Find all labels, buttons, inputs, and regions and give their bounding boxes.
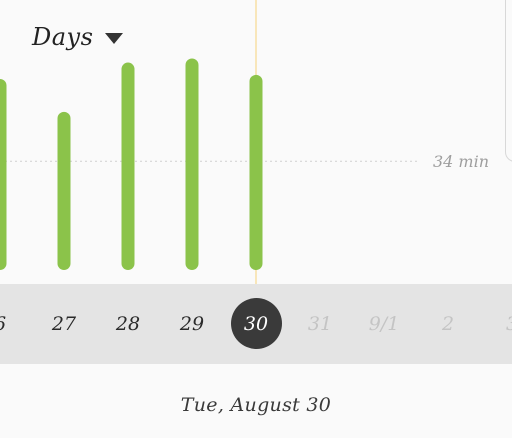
date-item-27[interactable]: 27 — [51, 313, 77, 335]
caret-down-icon — [105, 32, 124, 44]
date-item-3[interactable]: 3 — [484, 284, 512, 364]
period-selector[interactable]: Days — [32, 20, 124, 54]
date-item-2[interactable]: 2 — [441, 313, 455, 335]
date-item-9-1[interactable]: 9/1 — [368, 313, 400, 335]
date-item-28[interactable]: 28 — [115, 313, 141, 335]
reference-line-label: 34 min — [433, 152, 489, 171]
bar-26[interactable] — [0, 79, 7, 270]
period-label: Days — [32, 23, 94, 51]
bar-27[interactable] — [57, 111, 71, 270]
date-item-30[interactable]: 30 — [243, 313, 269, 335]
selected-date-label: Tue, August 30 — [180, 394, 332, 416]
date-item-6[interactable]: 6 — [0, 284, 28, 364]
selected-date-marker — [231, 298, 282, 349]
bar-30[interactable] — [249, 74, 263, 270]
bar-28[interactable] — [121, 62, 135, 270]
date-item-29[interactable]: 29 — [179, 313, 205, 335]
bar-chart: 34 min — [0, 0, 489, 284]
date-item-31[interactable]: 31 — [307, 313, 333, 335]
bar-29[interactable] — [185, 58, 199, 270]
